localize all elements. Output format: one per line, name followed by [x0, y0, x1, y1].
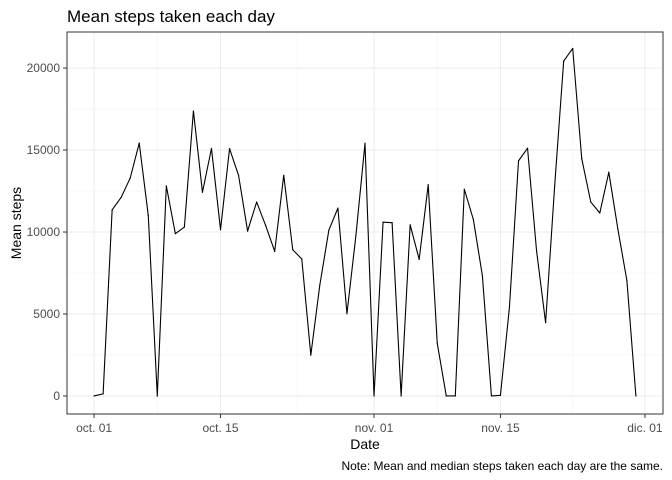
- data-point: [608, 171, 610, 173]
- data-point: [256, 201, 258, 203]
- data-point: [93, 395, 95, 397]
- data-point: [382, 221, 384, 223]
- data-point: [481, 275, 483, 277]
- data-point: [138, 142, 140, 144]
- data-point: [183, 226, 185, 228]
- data-point: [310, 354, 312, 356]
- y-tick-label: 15000: [27, 143, 61, 157]
- data-point: [545, 322, 547, 324]
- y-axis-title: Mean steps: [8, 187, 24, 259]
- data-point: [201, 191, 204, 193]
- y-tick-label: 10000: [27, 225, 61, 239]
- data-point: [274, 250, 276, 252]
- data-point: [283, 174, 285, 176]
- data-point: [364, 142, 366, 144]
- x-tick-label: nov. 15: [481, 421, 520, 435]
- data-point: [129, 177, 131, 179]
- chart-caption: Note: Mean and median steps taken each d…: [341, 459, 663, 473]
- y-tick-label: 5000: [33, 307, 60, 321]
- data-point: [219, 229, 222, 231]
- data-point: [445, 395, 447, 397]
- data-point: [111, 209, 113, 211]
- data-point: [427, 184, 429, 186]
- x-axis-title: Date: [350, 436, 380, 452]
- data-point: [328, 229, 330, 231]
- data-point: [472, 218, 474, 221]
- data-point: [400, 395, 402, 397]
- data-point: [102, 393, 104, 395]
- data-point: [210, 147, 213, 150]
- plot-panel-border: [66, 31, 664, 415]
- data-point: [409, 224, 411, 226]
- data-point: [517, 160, 520, 162]
- data-point: [635, 395, 637, 397]
- data-point: [301, 258, 303, 260]
- data-point: [581, 158, 583, 160]
- data-point: [463, 188, 465, 190]
- data-point: [319, 284, 321, 286]
- data-point: [554, 185, 556, 187]
- data-point: [156, 395, 158, 397]
- data-point: [526, 147, 529, 149]
- plot-panel-background: [67, 32, 663, 414]
- data-point: [337, 207, 339, 209]
- x-tick-label: oct. 15: [202, 421, 238, 435]
- x-tick-label: oct. 01: [76, 421, 112, 435]
- data-point: [237, 174, 240, 177]
- data-point: [228, 148, 231, 150]
- data-point: [247, 230, 249, 232]
- x-tick-label: nov. 01: [355, 421, 394, 435]
- chart-title: Mean steps taken each day: [67, 7, 275, 26]
- data-point: [563, 60, 565, 62]
- data-point: [174, 233, 176, 235]
- data-point: [617, 228, 619, 230]
- data-point: [165, 185, 167, 187]
- y-tick-label: 20000: [27, 61, 61, 75]
- data-point: [590, 201, 592, 203]
- x-tick-label: dic. 01: [627, 421, 663, 435]
- data-point: [147, 214, 149, 216]
- data-point: [599, 212, 601, 214]
- y-tick-label: 0: [53, 389, 60, 403]
- data-point: [490, 395, 493, 397]
- series-layer: [93, 47, 637, 397]
- data-point: [346, 313, 348, 315]
- data-point: [572, 47, 574, 50]
- data-point: [355, 234, 357, 236]
- x-axis: oct. 01 oct. 15 nov. 01 nov. 15 dic. 01: [76, 414, 663, 435]
- data-point: [626, 279, 628, 282]
- data-point: [192, 110, 195, 112]
- data-point: [508, 306, 511, 308]
- data-point: [436, 342, 438, 344]
- data-point: [535, 250, 538, 252]
- data-point: [373, 395, 375, 397]
- data-point: [499, 394, 502, 396]
- data-point: [292, 249, 294, 251]
- data-point: [454, 395, 456, 397]
- data-point: [391, 222, 393, 224]
- y-axis: 0 5000 10000 15000 20000: [27, 61, 67, 403]
- data-point: [120, 196, 122, 198]
- data-point: [265, 224, 267, 227]
- data-point: [418, 258, 420, 260]
